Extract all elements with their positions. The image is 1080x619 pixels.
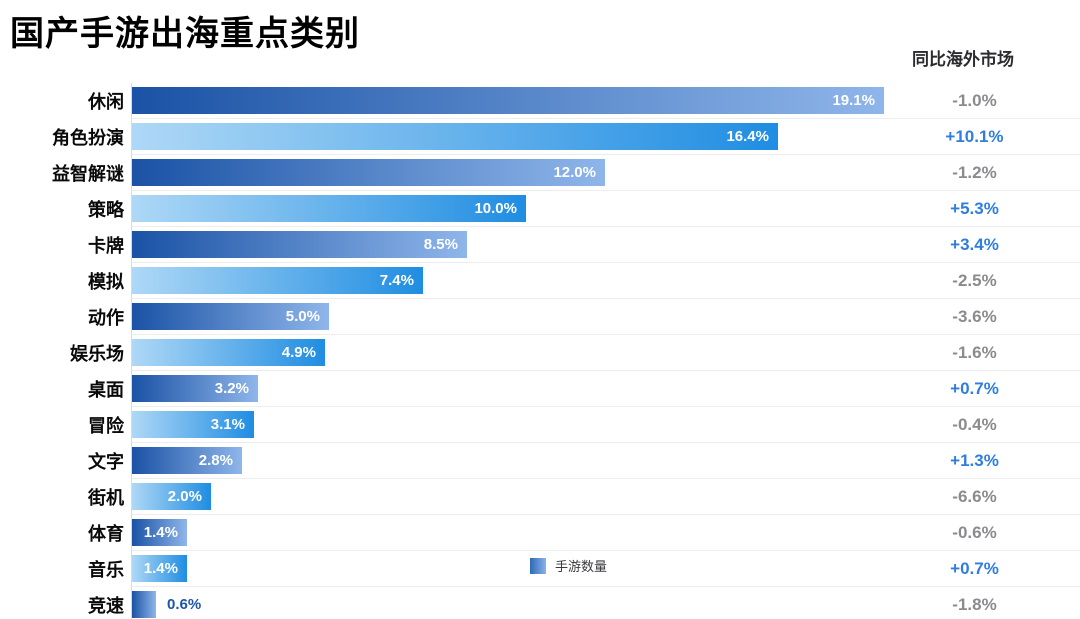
yoy-change-value: +0.7% — [950, 378, 999, 398]
yoy-change-value: +5.3% — [950, 198, 999, 218]
row-line: 3.2% +0.7% — [131, 371, 1080, 407]
value-bar-with-label: 10.0% — [132, 195, 526, 222]
row-line: 0.6% -1.8% — [131, 587, 1080, 619]
category-row: 竞速 0.6% -1.8% — [0, 587, 1080, 619]
category-label: 策略 — [88, 200, 124, 220]
row-line: 1.4% +0.7% — [131, 551, 1080, 587]
yoy-change-value: +3.4% — [950, 234, 999, 254]
bar-value-label-outside: 0.6% — [167, 596, 202, 613]
yoy-change-value: -1.2% — [952, 162, 997, 182]
category-label: 益智解谜 — [52, 164, 124, 184]
category-row: 角色扮演 16.4% +10.1% — [0, 119, 1080, 155]
row-line: 5.0% -3.6% — [131, 299, 1080, 335]
value-bar-with-label: 3.1% — [132, 411, 254, 438]
row-line: 12.0% -1.2% — [131, 155, 1080, 191]
value-bar-with-label: 19.1% — [132, 87, 884, 114]
value-bar-with-label: 3.2% — [132, 375, 258, 402]
category-label: 模拟 — [88, 272, 124, 292]
category-row: 音乐 1.4% +0.7% — [0, 551, 1080, 587]
legend-swatch-icon — [530, 557, 546, 574]
yoy-change-value: -3.6% — [952, 306, 997, 326]
yoy-change-value: -2.5% — [952, 270, 997, 290]
row-line: 16.4% +10.1% — [131, 119, 1080, 155]
category-label: 体育 — [88, 524, 124, 544]
category-label: 街机 — [88, 488, 124, 508]
yoy-change-value: -6.6% — [952, 486, 997, 506]
value-bar-with-label: 7.4% — [132, 267, 423, 294]
yoy-change-value: +10.1% — [945, 126, 1004, 146]
bar-track: 0.6% — [132, 587, 906, 619]
bar-track: 4.9% — [132, 335, 906, 370]
value-bar-with-label: 1.4% — [132, 555, 187, 582]
category-label: 竞速 — [88, 596, 124, 616]
category-label: 文字 — [88, 452, 124, 472]
row-line: 7.4% -2.5% — [131, 263, 1080, 299]
category-label: 音乐 — [88, 560, 124, 580]
category-row: 卡牌 8.5% +3.4% — [0, 227, 1080, 263]
bar-track: 2.0% — [132, 479, 906, 514]
bar-track: 3.2% — [132, 371, 906, 406]
category-label: 动作 — [88, 308, 124, 328]
page-title: 国产手游出海重点类别 — [10, 15, 360, 53]
category-row: 体育 1.4% -0.6% — [0, 515, 1080, 551]
row-line: 4.9% -1.6% — [131, 335, 1080, 371]
category-row: 街机 2.0% -6.6% — [0, 479, 1080, 515]
category-label: 桌面 — [88, 380, 124, 400]
yoy-change-value: -1.6% — [952, 342, 997, 362]
category-label: 休闲 — [88, 92, 124, 112]
value-bar-with-label: 12.0% — [132, 159, 605, 186]
chart-legend: 手游数量 — [530, 556, 607, 575]
bar-track: 8.5% — [132, 227, 906, 262]
category-row: 动作 5.0% -3.6% — [0, 299, 1080, 335]
value-bar-with-label: 2.0% — [132, 483, 211, 510]
yoy-change-value: -1.8% — [952, 594, 997, 614]
category-label: 卡牌 — [88, 236, 124, 256]
yoy-change-value: -0.6% — [952, 522, 997, 542]
bar-track: 7.4% — [132, 263, 906, 298]
yoy-change-value: -0.4% — [952, 414, 997, 434]
bar-track: 2.8% — [132, 443, 906, 478]
value-bar-with-label: 5.0% — [132, 303, 329, 330]
right-column-header: 同比海外市场 — [912, 50, 1014, 69]
bar-track: 12.0% — [132, 155, 906, 190]
row-line: 3.1% -0.4% — [131, 407, 1080, 443]
yoy-change-value: -1.0% — [952, 90, 997, 110]
category-row: 文字 2.8% +1.3% — [0, 443, 1080, 479]
value-bar-with-label: 4.9% — [132, 339, 325, 366]
row-line: 1.4% -0.6% — [131, 515, 1080, 551]
yoy-change-value: +0.7% — [950, 558, 999, 578]
row-line: 8.5% +3.4% — [131, 227, 1080, 263]
row-line: 2.0% -6.6% — [131, 479, 1080, 515]
row-line: 19.1% -1.0% — [131, 83, 1080, 119]
bar-track: 19.1% — [132, 83, 906, 118]
category-label: 角色扮演 — [52, 128, 124, 148]
bar-track: 1.4% — [132, 515, 906, 550]
bar-track: 16.4% — [132, 119, 906, 154]
category-label: 娱乐场 — [70, 344, 124, 364]
category-label: 冒险 — [88, 416, 124, 436]
value-bar-with-label: 16.4% — [132, 123, 778, 150]
category-row: 桌面 3.2% +0.7% — [0, 371, 1080, 407]
bar-track: 1.4% — [132, 551, 906, 586]
category-row: 模拟 7.4% -2.5% — [0, 263, 1080, 299]
bar-track: 3.1% — [132, 407, 906, 442]
yoy-change-value: +1.3% — [950, 450, 999, 470]
category-row: 休闲 19.1% -1.0% — [0, 83, 1080, 119]
row-line: 2.8% +1.3% — [131, 443, 1080, 479]
value-bar-with-label: 8.5% — [132, 231, 467, 258]
value-bar — [132, 591, 156, 618]
row-line: 10.0% +5.3% — [131, 191, 1080, 227]
category-row: 冒险 3.1% -0.4% — [0, 407, 1080, 443]
value-bar-with-label: 1.4% — [132, 519, 187, 546]
bar-track: 10.0% — [132, 191, 906, 226]
bar-track: 5.0% — [132, 299, 906, 334]
category-row: 益智解谜 12.0% -1.2% — [0, 155, 1080, 191]
bar-chart-rows: 休闲 19.1% -1.0% 角色扮演 16.4% +10.1% 益智解谜 12.0% -1.2… — [0, 83, 1080, 619]
value-bar-with-label: 2.8% — [132, 447, 242, 474]
category-row: 娱乐场 4.9% -1.6% — [0, 335, 1080, 371]
legend-label: 手游数量 — [555, 559, 608, 574]
category-row: 策略 10.0% +5.3% — [0, 191, 1080, 227]
